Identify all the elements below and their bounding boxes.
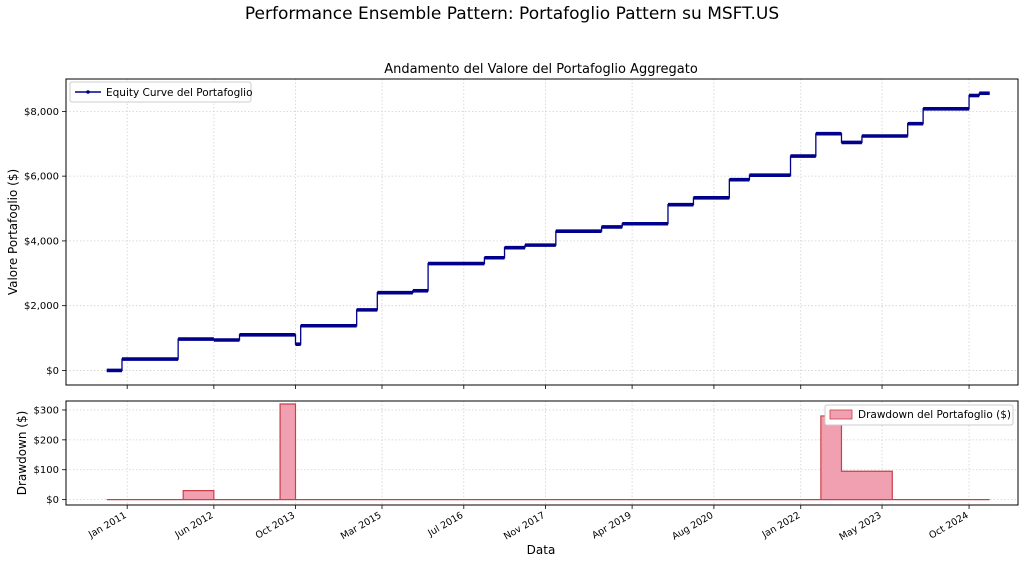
top-y-tick-label: $8,000 <box>24 107 59 118</box>
x-axis-label: Data <box>527 543 556 557</box>
x-tick-label: Jan 2022 <box>760 510 803 541</box>
top-legend: Equity Curve del Portafoglio <box>69 81 253 103</box>
top-y-tick-label: $2,000 <box>24 301 59 312</box>
x-tick-label: May 2023 <box>837 510 883 543</box>
top-legend-marker-icon <box>86 90 90 94</box>
x-tick-label: Apr 2019 <box>590 510 633 541</box>
equity-curve-line <box>106 92 990 372</box>
x-tick-label: Oct 2013 <box>254 510 297 541</box>
x-tick-label: Nov 2017 <box>502 510 547 542</box>
top-axes-frame <box>65 78 1019 386</box>
x-tick-label: Mar 2015 <box>339 510 384 542</box>
top-gridlines <box>66 79 1018 385</box>
figure-title: Performance Ensemble Pattern: Portafogli… <box>244 4 780 24</box>
equity-series <box>106 91 990 373</box>
top-x-ticks <box>126 385 970 389</box>
bottom-y-tick-label: $300 <box>34 405 59 416</box>
bottom-y-axis: $0 $100 $200 $300 <box>34 405 66 506</box>
top-y-tick-label: $6,000 <box>24 172 59 183</box>
bottom-legend-label: Drawdown del Portafoglio ($) <box>858 409 1011 421</box>
x-tick-label: Jun 2012 <box>173 510 216 541</box>
bottom-x-axis: Jan 2011 Jun 2012 Oct 2013 Mar 2015 Jul 2016… <box>86 505 971 543</box>
x-tick-label: Oct 2024 <box>927 510 970 541</box>
top-y-axis: $0 $2,000 $4,000 $6,000 $8,000 <box>24 107 66 377</box>
x-tick-label: Aug 2020 <box>670 510 715 542</box>
top-legend-box <box>69 81 252 103</box>
top-chart-title: Andamento del Valore del Portafoglio Agg… <box>384 62 698 77</box>
bottom-y-tick-label: $0 <box>46 495 59 506</box>
drawdown-area <box>106 403 990 501</box>
top-y-tick-label: $0 <box>46 366 59 377</box>
bottom-y-tick-label: $200 <box>34 435 59 446</box>
top-legend-label: Equity Curve del Portafoglio <box>106 87 253 99</box>
bottom-legend-swatch-icon <box>829 409 853 420</box>
drawdown-series <box>106 403 990 501</box>
top-y-tick-label: $4,000 <box>24 236 59 247</box>
bottom-y-label: Drawdown ($) <box>15 411 29 496</box>
x-tick-label: Jul 2016 <box>425 510 465 539</box>
bottom-axes-frame <box>65 400 1019 506</box>
top-y-label: Valore Portafoglio ($) <box>6 169 20 295</box>
bottom-legend-box <box>824 404 1014 426</box>
x-tick-label: Jan 2011 <box>86 510 129 541</box>
bottom-y-tick-label: $100 <box>34 465 59 476</box>
bottom-legend: Drawdown del Portafoglio ($) <box>824 404 1014 426</box>
